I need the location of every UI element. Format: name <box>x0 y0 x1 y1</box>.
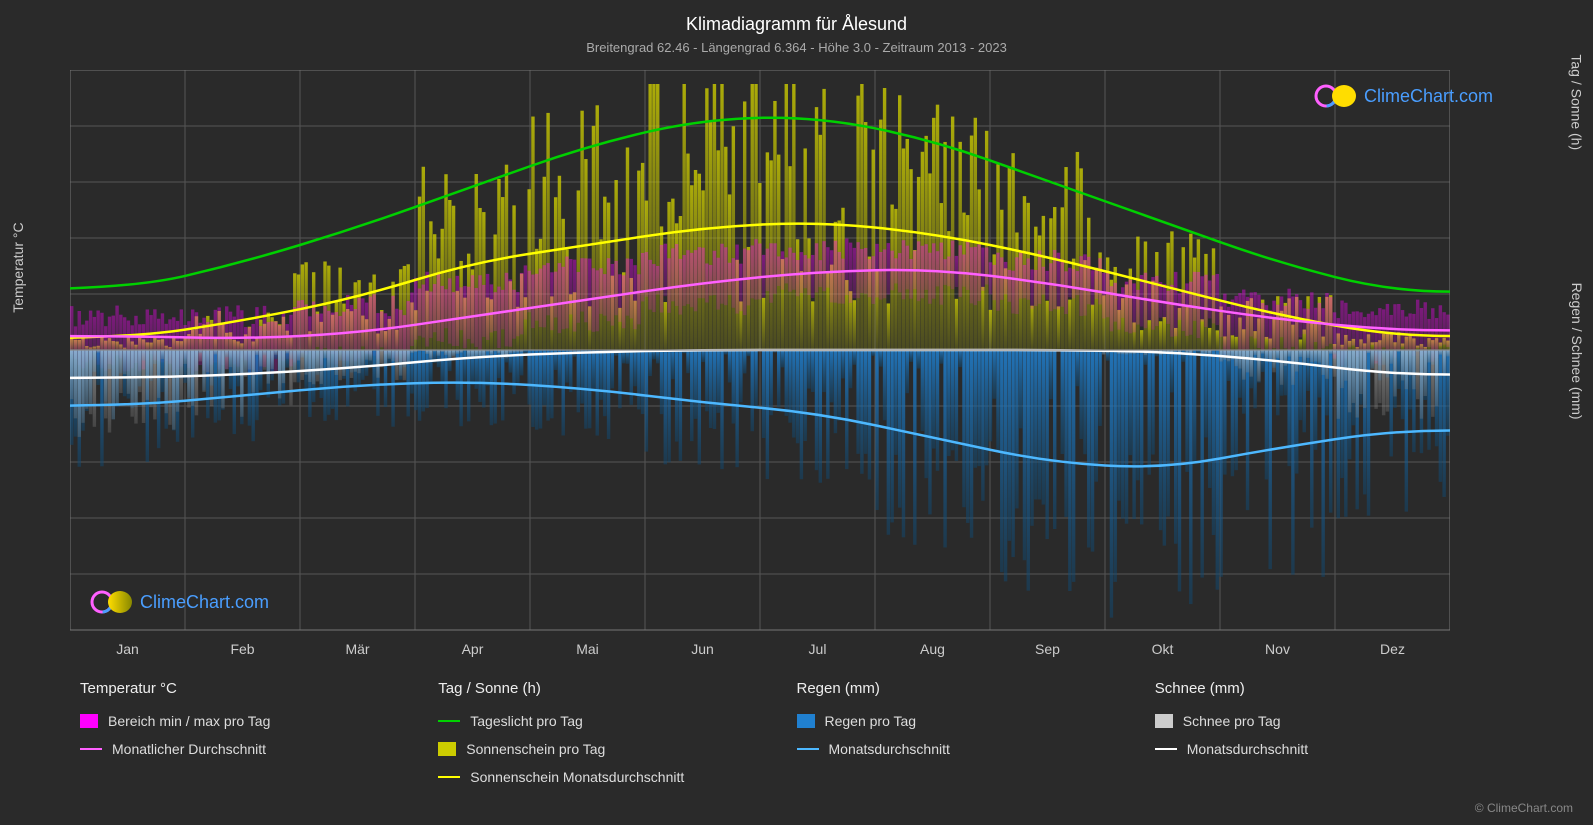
legend-label: Monatsdurchschnitt <box>1187 741 1308 757</box>
svg-text:Sep: Sep <box>1035 641 1060 657</box>
legend-label: Monatsdurchschnitt <box>829 741 950 757</box>
svg-text:Jun: Jun <box>691 641 714 657</box>
legend-column: Regen (mm) Regen pro Tag Monatsdurchschnit… <box>797 680 1155 797</box>
chart-title: Klimadiagramm für Ålesund <box>686 14 907 35</box>
legend-swatch <box>797 748 819 750</box>
watermark-logo-top: ClimeChart.com <box>1314 82 1493 110</box>
legend-item: Monatsdurchschnitt <box>797 741 1155 757</box>
legend-item: Monatsdurchschnitt <box>1155 741 1513 757</box>
watermark-text: ClimeChart.com <box>1364 86 1493 107</box>
legend-swatch <box>438 742 456 756</box>
legend-header: Regen (mm) <box>797 680 1155 697</box>
svg-text:Mär: Mär <box>345 641 369 657</box>
legend-swatch <box>80 748 102 750</box>
legend-label: Monatlicher Durchschnitt <box>112 741 266 757</box>
chart-subtitle: Breitengrad 62.46 - Längengrad 6.364 - H… <box>586 40 1007 55</box>
legend-label: Tageslicht pro Tag <box>470 713 583 729</box>
legend-item: Monatlicher Durchschnitt <box>80 741 438 757</box>
svg-text:Dez: Dez <box>1380 641 1405 657</box>
svg-text:Apr: Apr <box>462 641 484 657</box>
legend-item: Bereich min / max pro Tag <box>80 713 438 729</box>
y-axis-label-right-top: Tag / Sonne (h) <box>1569 54 1585 150</box>
legend-column: Schnee (mm) Schnee pro Tag Monatsdurchschn… <box>1155 680 1513 797</box>
svg-text:Nov: Nov <box>1265 641 1290 657</box>
legend-swatch <box>797 714 815 728</box>
legend: Temperatur °C Bereich min / max pro Tag Mo… <box>80 680 1513 797</box>
legend-item: Schnee pro Tag <box>1155 713 1513 729</box>
legend-item: Sonnenschein Monatsdurchschnitt <box>438 769 796 785</box>
svg-text:Okt: Okt <box>1152 641 1174 657</box>
legend-header: Temperatur °C <box>80 680 438 697</box>
copyright-text: © ClimeChart.com <box>1475 801 1573 815</box>
legend-swatch <box>438 720 460 722</box>
legend-item: Tageslicht pro Tag <box>438 713 796 729</box>
y-axis-label-left: Temperatur °C <box>10 222 26 312</box>
legend-swatch <box>1155 748 1177 750</box>
legend-item: Sonnenschein pro Tag <box>438 741 796 757</box>
legend-label: Sonnenschein Monatsdurchschnitt <box>470 769 684 785</box>
watermark-logo-bottom: ClimeChart.com <box>90 588 269 616</box>
legend-swatch <box>1155 714 1173 728</box>
legend-swatch <box>80 714 98 728</box>
legend-label: Schnee pro Tag <box>1183 713 1281 729</box>
legend-header: Schnee (mm) <box>1155 680 1513 697</box>
legend-label: Regen pro Tag <box>825 713 917 729</box>
legend-label: Sonnenschein pro Tag <box>466 741 605 757</box>
svg-text:Jan: Jan <box>116 641 139 657</box>
chart-plot-area: 50403020100-10-20-30-40-5024181260010203… <box>70 70 1450 630</box>
svg-text:Aug: Aug <box>920 641 945 657</box>
svg-text:Feb: Feb <box>230 641 254 657</box>
legend-column: Temperatur °C Bereich min / max pro Tag Mo… <box>80 680 438 797</box>
legend-column: Tag / Sonne (h) Tageslicht pro Tag Sonnens… <box>438 680 796 797</box>
svg-text:Jul: Jul <box>809 641 827 657</box>
watermark-text: ClimeChart.com <box>140 592 269 613</box>
legend-swatch <box>438 776 460 778</box>
legend-label: Bereich min / max pro Tag <box>108 713 270 729</box>
legend-header: Tag / Sonne (h) <box>438 680 796 697</box>
y-axis-label-right-bottom: Regen / Schnee (mm) <box>1569 283 1585 420</box>
legend-item: Regen pro Tag <box>797 713 1155 729</box>
svg-text:Mai: Mai <box>576 641 599 657</box>
